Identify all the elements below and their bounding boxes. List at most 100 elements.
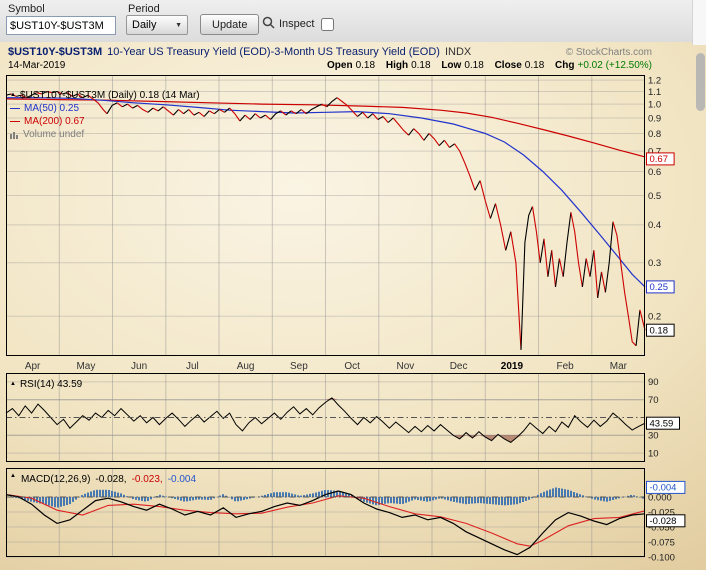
- legend-price-label: $UST10Y-$UST3M (Daily) 0.18 (14 Mar): [19, 90, 200, 101]
- price-line: [203, 110, 210, 117]
- price-line: [122, 103, 128, 108]
- price-value-box: 0.18: [646, 323, 675, 337]
- chart-date-row: 14-Mar-2019 Open 0.18 High 0.18 Low 0.18 Cl…: [8, 60, 652, 71]
- legend-toggle-icon: ▲: [10, 380, 16, 387]
- price-line: [244, 114, 251, 120]
- period-value: Daily: [132, 19, 157, 31]
- price-line: [321, 103, 328, 108]
- price-line: [198, 111, 205, 117]
- price-line: [336, 97, 358, 117]
- price-line: [260, 114, 266, 119]
- price-line: [489, 203, 497, 219]
- price-line: [382, 116, 389, 123]
- inspect-label: Inspect: [279, 18, 315, 30]
- price-line: [157, 106, 164, 112]
- rsi-panel-canvas[interactable]: 90 70 30 10 43.59: [0, 373, 706, 464]
- price-line: [229, 107, 241, 122]
- price-line: [554, 258, 560, 287]
- legend-ma200-label: MA(200) 0.67: [24, 116, 85, 127]
- macd-legend: ▲ MACD(12,26,9) -0.028, -0.023, -0.004: [10, 473, 196, 485]
- macd-value-box: -0.004: [646, 480, 686, 494]
- price-line: [585, 258, 591, 277]
- y-tick-label: 90: [648, 377, 659, 388]
- svg-text:0.18: 0.18: [650, 326, 669, 337]
- y-tick-label: 0.5: [648, 191, 661, 202]
- price-line: [593, 250, 599, 298]
- volume-bars-icon: [10, 130, 19, 140]
- close-label: Close: [494, 60, 522, 71]
- open-label: Open: [327, 60, 353, 71]
- y-tick-label: 0.3: [648, 258, 661, 269]
- y-tick-label: 10: [648, 448, 659, 459]
- price-line: [372, 113, 379, 120]
- y-tick-label: 1.1: [648, 87, 661, 98]
- price-line: [280, 110, 287, 116]
- price-line: [604, 221, 614, 293]
- price-line: [543, 238, 549, 277]
- price-line: [77, 93, 84, 99]
- y-tick-label: 0.9: [648, 113, 661, 124]
- legend-volume-label: Volume undef: [23, 129, 85, 140]
- price-line: [82, 94, 89, 99]
- chg-label: Chg: [555, 60, 575, 71]
- macd-panel-canvas[interactable]: 0.000 -0.025 -0.050 -0.075 -0.100 -0.004 -0.02…: [0, 468, 706, 561]
- y-tick-label: 30: [648, 431, 659, 442]
- price-line: [589, 250, 595, 277]
- price-line: [26, 92, 37, 99]
- y-tick-label: 0.4: [648, 220, 661, 231]
- period-select[interactable]: Daily ▼: [126, 15, 188, 35]
- price-line: [62, 92, 68, 95]
- price-line: [547, 250, 553, 277]
- price-line: [36, 92, 42, 95]
- ma200-line-swatch: —: [10, 116, 20, 127]
- price-line: [285, 110, 292, 116]
- price-line: [290, 110, 297, 115]
- svg-text:0.67: 0.67: [650, 154, 669, 165]
- inspect-checkbox[interactable]: [321, 17, 335, 31]
- chart-date: 14-Mar-2019: [8, 60, 66, 71]
- stockcharts-credit: © StockCharts.com: [565, 47, 652, 58]
- price-line: [87, 94, 108, 115]
- price-line: [377, 116, 384, 120]
- update-button[interactable]: Update: [200, 14, 260, 35]
- symbol-input[interactable]: [6, 16, 116, 35]
- price-line: [208, 110, 215, 115]
- toolbar: Symbol Period Daily ▼ Update Inspect: [0, 0, 706, 43]
- svg-text:0.25: 0.25: [650, 282, 669, 293]
- price-line: [46, 90, 53, 94]
- month-label: Aug: [237, 361, 255, 372]
- price-line: [454, 143, 476, 191]
- price-line: [413, 128, 425, 141]
- price-line: [213, 109, 220, 115]
- price-line: [479, 180, 491, 219]
- price-line: [600, 271, 606, 293]
- price-panel-canvas[interactable]: 1.21.11.0 0.9 0.8 0.7 0.6 0.5 0.4 0.3 0.2 0.67 0.2…: [0, 75, 706, 373]
- price-line: [56, 91, 63, 95]
- chg-value: +0.02 (+12.50%): [577, 60, 653, 71]
- price-line: [408, 128, 415, 136]
- price-line: [531, 206, 541, 263]
- price-line: [326, 97, 338, 108]
- legend-toggle-icon: ▲: [10, 473, 16, 479]
- y-tick-label: 70: [648, 395, 659, 406]
- price-line: [270, 110, 282, 120]
- price-line: [443, 139, 450, 148]
- scrollbar-thumb[interactable]: [696, 53, 705, 111]
- legend-macd-label: MACD(12,26,9): [20, 474, 91, 485]
- price-line: [72, 93, 78, 97]
- svg-text:-0.004: -0.004: [650, 483, 677, 494]
- price-line: [551, 250, 557, 287]
- main-legend: ▲ $UST10Y-$UST3M (Daily) 0.18 (14 Mar) —…: [10, 89, 200, 141]
- macd-plot: [5, 468, 646, 558]
- price-panel-border: [6, 75, 645, 356]
- ma50-line: [6, 97, 646, 288]
- rsi-panel-border: [6, 373, 645, 462]
- low-label: Low: [441, 60, 462, 71]
- y-tick-label: 1.2: [648, 75, 661, 86]
- price-line: [127, 103, 133, 109]
- rsi-value-box: 43.59: [646, 416, 680, 430]
- price-line: [300, 109, 307, 115]
- scrollbar-track: [692, 0, 706, 45]
- price-line: [612, 221, 637, 347]
- month-label: Feb: [556, 361, 574, 372]
